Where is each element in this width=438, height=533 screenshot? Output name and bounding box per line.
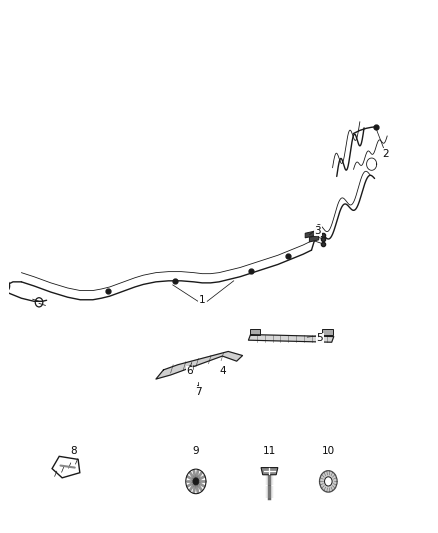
Circle shape xyxy=(325,477,332,486)
Text: 5: 5 xyxy=(317,333,323,343)
Text: 11: 11 xyxy=(263,446,276,456)
Text: 10: 10 xyxy=(322,446,335,456)
Text: 2: 2 xyxy=(382,149,389,159)
Text: 7: 7 xyxy=(194,387,201,397)
Text: 11: 11 xyxy=(263,446,276,456)
Text: 1: 1 xyxy=(199,295,205,305)
Text: 3: 3 xyxy=(314,225,321,236)
Bar xyxy=(250,329,260,335)
Circle shape xyxy=(193,478,199,485)
Polygon shape xyxy=(305,231,314,238)
Text: 6: 6 xyxy=(186,366,193,376)
Text: 9: 9 xyxy=(193,446,199,456)
Text: 10: 10 xyxy=(322,446,335,456)
Polygon shape xyxy=(261,467,278,475)
Text: 8: 8 xyxy=(71,446,77,456)
Polygon shape xyxy=(248,335,334,342)
Bar xyxy=(322,329,332,335)
Text: 9: 9 xyxy=(193,446,199,456)
Circle shape xyxy=(319,471,337,492)
Text: 3: 3 xyxy=(314,225,321,236)
Text: 5: 5 xyxy=(317,333,323,343)
Text: 1: 1 xyxy=(199,295,205,305)
Polygon shape xyxy=(309,235,319,242)
Polygon shape xyxy=(156,351,243,379)
Text: 4: 4 xyxy=(220,366,226,376)
Text: 4: 4 xyxy=(220,366,226,376)
Text: 7: 7 xyxy=(194,387,201,397)
Text: 2: 2 xyxy=(382,149,389,159)
Text: 8: 8 xyxy=(71,446,77,456)
Text: 6: 6 xyxy=(186,366,193,376)
